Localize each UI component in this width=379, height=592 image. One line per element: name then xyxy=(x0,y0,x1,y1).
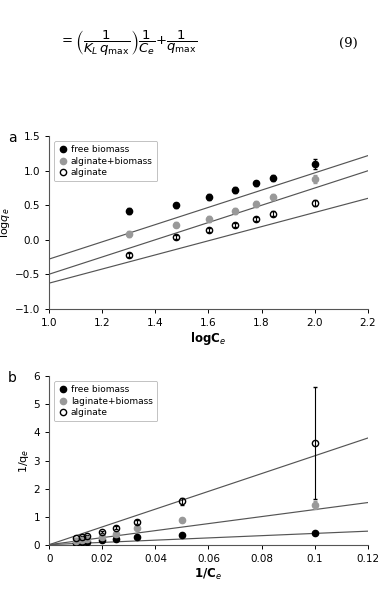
X-axis label: logC$_e$: logC$_e$ xyxy=(191,330,226,348)
Text: b: b xyxy=(8,371,17,385)
Text: (9): (9) xyxy=(339,37,358,50)
Y-axis label: log$q_e$: log$q_e$ xyxy=(0,207,12,238)
Y-axis label: 1/q$_e$: 1/q$_e$ xyxy=(17,448,31,473)
Legend: free biomass, alginate+biomass, alginate: free biomass, alginate+biomass, alginate xyxy=(54,141,157,182)
Legend: free biomass, laginate+biomass, alginate: free biomass, laginate+biomass, alginate xyxy=(54,381,157,422)
X-axis label: 1/C$_e$: 1/C$_e$ xyxy=(194,567,222,581)
Text: a: a xyxy=(8,131,17,145)
Text: $= \left(\dfrac{1}{K_L\,q_{\max}}\right)\dfrac{1}{C_e}$$ + \dfrac{1}{q_{\max}}$: $= \left(\dfrac{1}{K_L\,q_{\max}}\right)… xyxy=(59,28,197,58)
